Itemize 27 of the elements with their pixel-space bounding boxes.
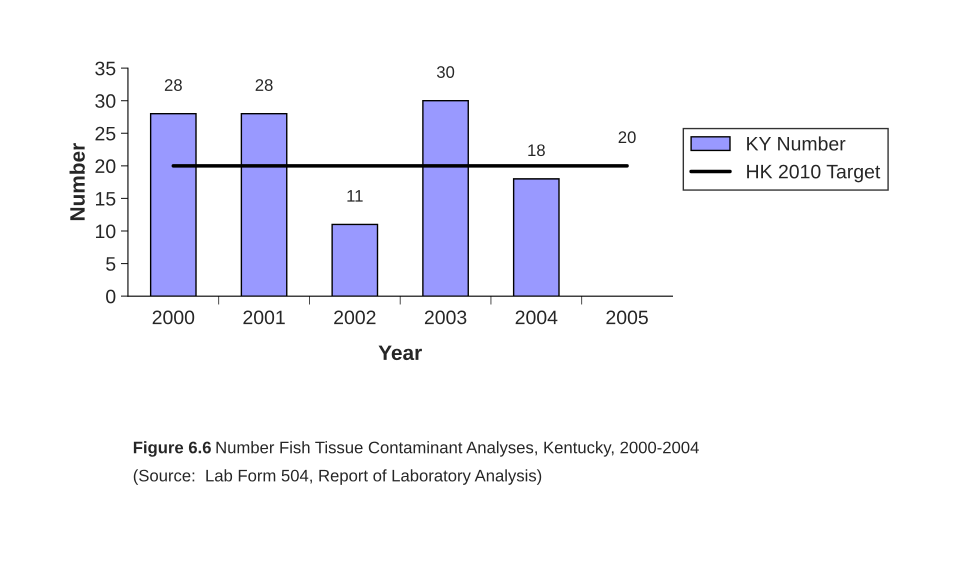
y-tick-label: 5 xyxy=(106,257,116,271)
x-tick-label: 2001 xyxy=(243,310,285,324)
y-tick-label: 15 xyxy=(96,192,116,206)
y-tick-label: 20 xyxy=(95,159,116,174)
x-tick-label: 2003 xyxy=(424,310,466,324)
legend-label: HK 2010 Target xyxy=(747,164,880,182)
data-label: 30 xyxy=(436,66,454,78)
y-tick-label: 0 xyxy=(106,290,116,304)
data-label: 28 xyxy=(256,79,273,91)
x-axis-title: Year xyxy=(378,346,422,360)
text: Number Fish Tissue Contaminant Analyses, Kentucky, 2000-2004 xyxy=(216,441,699,457)
data-label: 28 xyxy=(164,79,182,91)
data-label: 20 xyxy=(618,131,636,144)
y-tick-label: 25 xyxy=(95,126,116,141)
data-label: 18 xyxy=(528,144,545,156)
text: (Source: Lab Form 504, Report of Laboratory Analysis) xyxy=(134,469,542,485)
x-tick-label: 2000 xyxy=(152,310,194,324)
y-axis-title: Number xyxy=(70,143,85,220)
y-tick-label: 30 xyxy=(95,94,116,108)
x-tick-label: 2005 xyxy=(606,310,648,324)
x-tick-label: 2004 xyxy=(516,310,558,324)
y-tick-label: 10 xyxy=(96,224,116,238)
legend-label: KY Number xyxy=(747,136,846,151)
data-label: 11 xyxy=(347,190,363,202)
x-tick-label: 2002 xyxy=(334,310,376,324)
caption: Figure 6.6 xyxy=(134,441,211,457)
y-tick-label: 35 xyxy=(95,62,116,76)
